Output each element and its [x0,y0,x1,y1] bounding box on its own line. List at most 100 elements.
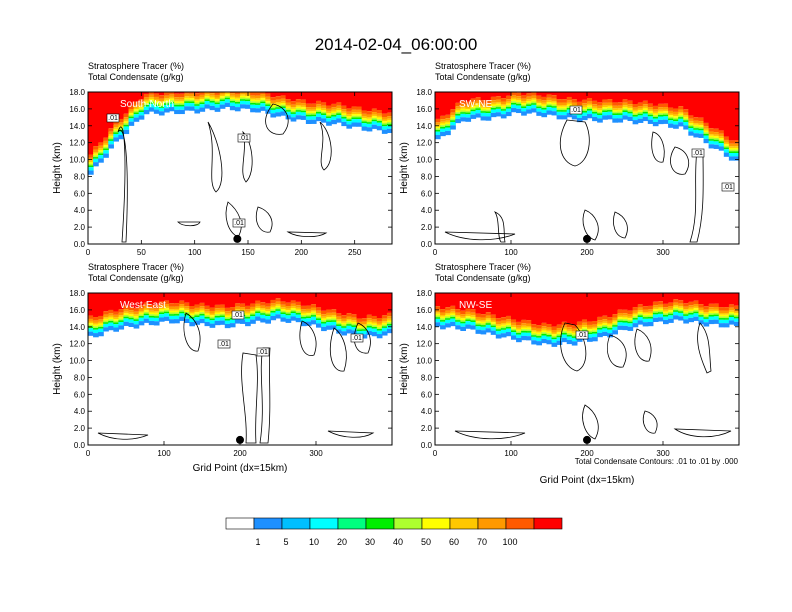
y-tick-label: 8.0 [421,373,433,382]
colorbar-swatch [421,517,451,530]
y-tick-label: 16.0 [416,105,432,114]
colorbar-label: 30 [365,537,375,547]
region-label: SW-NE [459,99,492,110]
condensate-contour [493,211,506,243]
condensate-contour [454,430,526,440]
colorbar-swatch [533,517,563,530]
y-tick-label: 0.0 [421,441,433,450]
colorbar-swatch [449,517,479,530]
condensate-contour [255,206,273,233]
colorbar-swatch [337,517,367,530]
panel-south-north: Stratosphere Tracer (%)Total Condensate … [52,61,393,257]
contour-label: .01 [352,335,362,342]
contour-label: .01 [108,115,118,122]
condensate-contour [286,231,328,238]
y-tick-label: 18.0 [69,289,85,298]
contour-label: .01 [571,107,581,114]
y-tick-label: 12.0 [416,139,432,148]
y-tick-label: 6.0 [421,189,433,198]
y-tick-label: 10.0 [69,357,85,366]
y-tick-label: 12.0 [69,340,85,349]
y-tick-label: 16.0 [69,105,85,114]
x-tick-label: 200 [233,449,247,458]
condensate-contour [242,130,253,183]
condensate-contour [689,149,704,243]
condensate-contour [183,312,201,352]
condensate-contour [444,231,516,241]
colorbar-label: 50 [421,537,431,547]
colorbar-label: 40 [393,537,403,547]
condensate-contour [642,410,658,434]
condensate-contour [697,322,712,374]
contour-label: .01 [233,312,243,319]
y-tick-label: 6.0 [74,189,86,198]
y-tick-label: 2.0 [421,223,433,232]
condensate-contour [673,428,732,438]
y-tick-label: 2.0 [74,424,86,433]
y-tick-label: 14.0 [69,323,85,332]
y-tick-label: 8.0 [74,373,86,382]
y-axis-label: Height (km) [399,142,410,194]
x-axis-label-right: Grid Point (dx=15km) [540,475,635,486]
contour-label: .01 [219,341,229,348]
condensate-contour [582,209,599,241]
x-tick-label: 50 [137,248,146,257]
y-tick-label: 18.0 [416,289,432,298]
condensate-contour [670,146,689,175]
contour-label: .01 [258,349,268,356]
y-tick-label: 4.0 [421,206,433,215]
condensate-contour [299,320,317,356]
colorbar: 1 5 10 20 30 40 50 60 70 100 [225,517,563,547]
condensate-contour [651,131,665,163]
figure-title: 2014-02-04_06:00:00 [315,35,478,54]
plot-frame [87,91,393,245]
y-tick-label: 4.0 [74,407,86,416]
x-tick-label: 0 [86,248,91,257]
y-tick-label: 0.0 [421,240,433,249]
colorbar-swatch [477,517,507,530]
contour-label: .01 [693,150,703,157]
y-tick-label: 16.0 [416,306,432,315]
contour-label: .01 [577,332,587,339]
station-marker [583,234,591,243]
x-tick-label: 150 [241,248,255,257]
panel-line1: Stratosphere Tracer (%) [435,262,531,272]
condensate-contour [97,432,149,440]
y-tick-label: 18.0 [416,88,432,97]
colorbar-swatch [505,517,535,530]
x-tick-label: 100 [504,449,518,458]
contour-label: .01 [239,135,249,142]
y-tick-label: 8.0 [74,172,86,181]
condensate-contour [259,347,271,444]
x-tick-label: 300 [309,449,323,458]
panel-nw-se: Stratosphere Tracer (%)Total Condensate … [399,262,740,458]
colorbar-swatch [309,517,339,530]
y-tick-label: 14.0 [69,122,85,131]
y-tick-label: 18.0 [69,88,85,97]
y-tick-label: 10.0 [69,156,85,165]
condensate-contour [606,334,627,368]
colorbar-label: 70 [477,537,487,547]
contour-label: .01 [723,184,733,191]
region-label: West-East [120,300,166,311]
panel-line2: Total Condensate (g/kg) [88,273,184,283]
y-axis-label: Height (km) [52,343,63,395]
colorbar-swatch [393,517,423,530]
colorbar-label: 60 [449,537,459,547]
x-tick-label: 100 [188,248,202,257]
condensate-contour [117,126,128,243]
panel-line1: Stratosphere Tracer (%) [88,262,184,272]
x-tick-label: 0 [433,449,438,458]
panel-line1: Stratosphere Tracer (%) [88,61,184,71]
x-axis-label-left: Grid Point (dx=15km) [193,463,288,474]
region-label: NW-SE [459,300,492,311]
y-tick-label: 6.0 [421,390,433,399]
contour-note: Total Condensate Contours: .01 to .01 by… [575,457,739,466]
x-tick-label: 200 [295,248,309,257]
y-tick-label: 2.0 [74,223,86,232]
x-tick-label: 300 [656,248,670,257]
condensate-contour [634,328,652,362]
colorbar-label: 20 [337,537,347,547]
panel-line1: Stratosphere Tracer (%) [435,61,531,71]
condensate-contour [582,404,599,440]
